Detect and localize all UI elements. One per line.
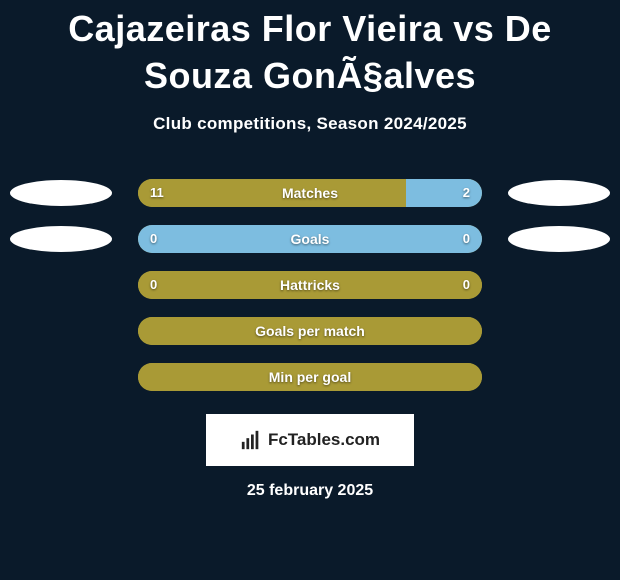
stat-bar: Matches11 2: [138, 179, 482, 207]
footer-date: 25 february 2025: [0, 482, 620, 500]
stat-label: Matches: [138, 185, 482, 201]
stat-label: Goals per match: [138, 323, 482, 339]
stat-row: Goals per match: [0, 308, 620, 354]
page-title: Cajazeiras Flor Vieira vs De Souza GonÃ§…: [0, 0, 620, 100]
bar-chart-icon: [240, 429, 262, 451]
stat-row: Matches11 2: [0, 170, 620, 216]
stat-row: Hattricks0 0: [0, 262, 620, 308]
stat-value-left: 11: [150, 185, 164, 200]
stat-label: Hattricks: [138, 277, 482, 293]
logo-box: FcTables.com: [206, 414, 414, 466]
stat-bar: Goals per match: [138, 317, 482, 345]
stat-bar: Goals0 0: [138, 225, 482, 253]
team-left-oval: [10, 180, 112, 206]
stat-label: Goals: [138, 231, 482, 247]
stat-row: Min per goal: [0, 354, 620, 400]
logo-text: FcTables.com: [268, 430, 380, 450]
stat-bar: Min per goal: [138, 363, 482, 391]
stat-value-right: 0: [463, 277, 470, 292]
team-right-oval: [508, 226, 610, 252]
stat-label: Min per goal: [138, 369, 482, 385]
stat-value-left: 0: [150, 277, 157, 292]
stat-rows: Matches112Goals00Hattricks00Goals per ma…: [0, 170, 620, 400]
team-left-oval: [10, 226, 112, 252]
team-right-oval: [508, 180, 610, 206]
stat-row: Goals0 0: [0, 216, 620, 262]
stat-value-right: 0: [463, 231, 470, 246]
stat-value-left: 0: [150, 231, 157, 246]
stat-value-right: 2: [463, 185, 470, 200]
page-subtitle: Club competitions, Season 2024/2025: [0, 114, 620, 134]
stat-bar: Hattricks0 0: [138, 271, 482, 299]
